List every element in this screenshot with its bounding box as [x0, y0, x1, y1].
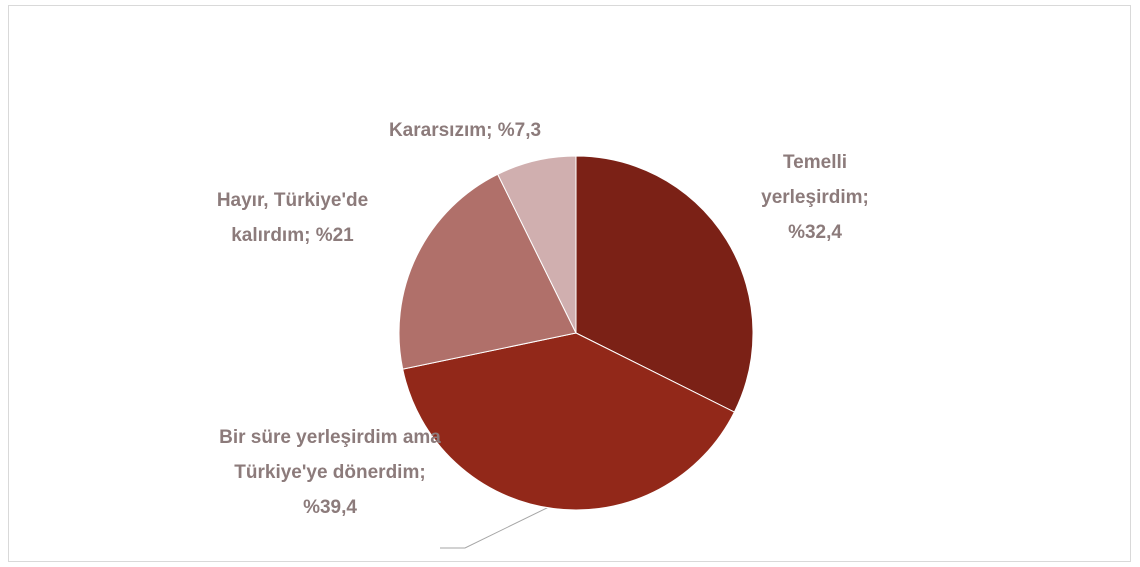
pie-slice — [398, 173, 577, 370]
data-label: Kararsızım; %7,3 — [340, 113, 590, 148]
value-label: %32,4 — [788, 222, 842, 243]
category-label: Kararsızım — [388, 120, 487, 141]
label-separator: ; — [486, 120, 498, 141]
leader-line — [440, 504, 554, 549]
data-label: Hayır, Türkiye'de kalırdım; %21 — [180, 183, 405, 253]
data-label: Bir süre yerleşirdim ama Türkiye'ye döne… — [215, 420, 445, 525]
pie-slice — [402, 332, 736, 511]
label-separator: ; — [304, 225, 316, 246]
pie-slice — [575, 155, 754, 413]
value-label: %7,3 — [497, 120, 542, 141]
label-separator: ; — [862, 187, 875, 208]
value-label: %21 — [315, 225, 354, 246]
data-label: Temelli yerleşirdim; %32,4 — [735, 145, 895, 250]
category-label: Bir süre yerleşirdim ama Türkiye'ye döne… — [219, 427, 441, 483]
category-label: Hayır, Türkiye'de kalırdım — [216, 190, 369, 246]
category-label: Temelli yerleşirdim — [761, 152, 863, 208]
pie-slice — [497, 155, 577, 334]
value-label: %39,4 — [303, 497, 357, 518]
label-separator: ; — [419, 462, 431, 483]
